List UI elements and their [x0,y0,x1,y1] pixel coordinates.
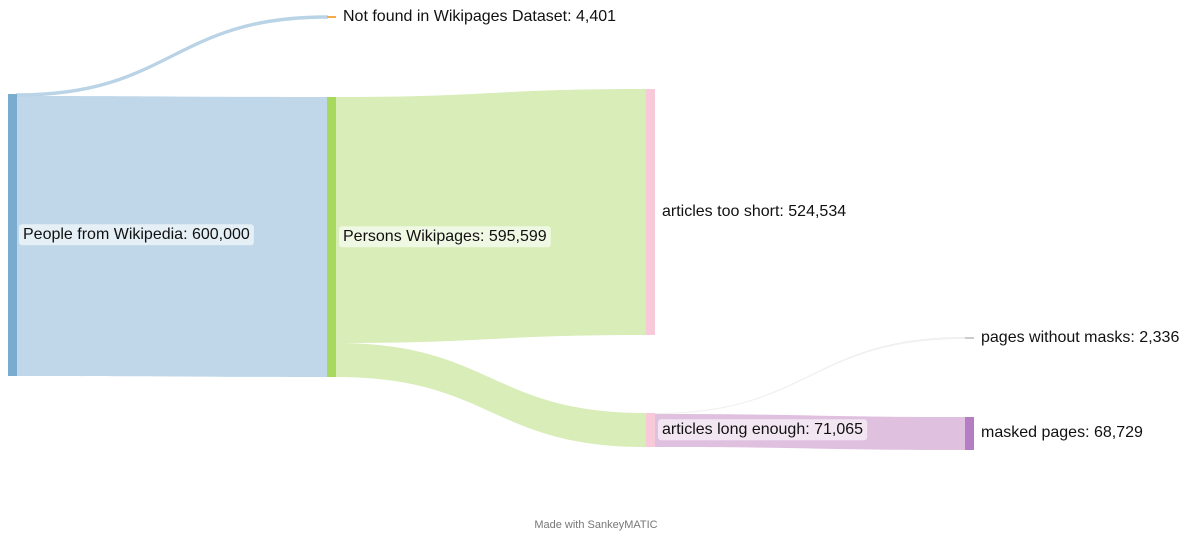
node-notfound [327,16,336,18]
node-short [646,89,655,335]
label-bg-people [19,224,254,246]
label-people: People from Wikipedia: 600,000 [19,224,254,246]
label-text-people: People from Wikipedia: 600,000 [23,226,250,243]
link-persons-short [336,89,646,343]
label-text-nomask: pages without masks: 2,336 [981,329,1179,346]
label-text-long: articles long enough: 71,065 [662,421,863,438]
link-persons-long [336,343,646,447]
label-text-short: articles too short: 524,534 [662,203,846,220]
sankey-links [16,15,965,450]
label-text-notfound: Not found in Wikipages Dataset: 4,401 [343,8,616,25]
label-bg-long [658,419,868,441]
label-nomask: pages without masks: 2,336 [981,329,1179,346]
link-people-notfound [16,15,328,97]
sankey-nodes [8,16,974,450]
label-notfound: Not found in Wikipages Dataset: 4,401 [343,8,616,25]
label-short: articles too short: 524,534 [662,203,846,220]
node-persons [327,97,336,377]
label-bg-persons [339,226,551,248]
node-people [8,94,17,376]
sankey-labels: People from Wikipedia: 600,000 Not found … [19,8,1179,441]
label-long: articles long enough: 71,065 [658,419,868,441]
label-persons: Persons Wikipages: 595,599 [339,226,551,248]
label-masked: masked pages: 68,729 [981,424,1143,441]
credit-text: Made with SankeyMATIC [534,519,657,531]
label-text-persons: Persons Wikipages: 595,599 [343,228,547,245]
node-long [646,413,655,447]
label-text-masked: masked pages: 68,729 [981,424,1143,441]
link-long-nomask [655,337,965,414]
node-nomask [965,337,974,339]
node-masked [965,417,974,450]
